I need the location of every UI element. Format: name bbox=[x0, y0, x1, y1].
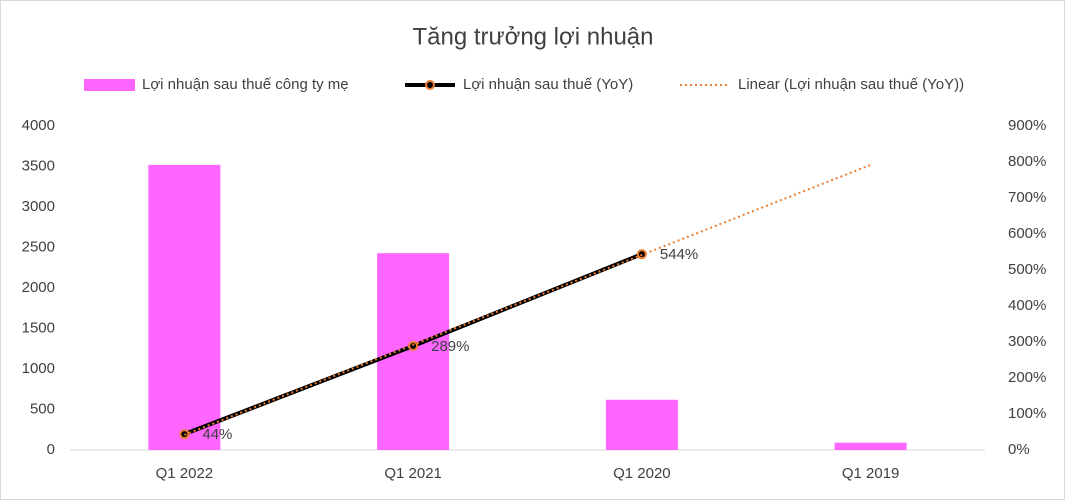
x-tick-label: Q1 2021 bbox=[384, 465, 442, 482]
y-tick-label: 2500 bbox=[22, 238, 55, 255]
y2-tick-label: 300% bbox=[1008, 333, 1046, 350]
y-tick-label: 3000 bbox=[22, 198, 55, 215]
bar bbox=[148, 164, 221, 450]
x-tick-label: Q1 2022 bbox=[156, 465, 214, 482]
y2-tick-label: 500% bbox=[1008, 261, 1046, 278]
y2-tick-label: 700% bbox=[1008, 189, 1046, 206]
y2-tick-label: 800% bbox=[1008, 153, 1046, 170]
y2-tick-label: 400% bbox=[1008, 297, 1046, 314]
bar bbox=[834, 442, 907, 450]
legend-swatch bbox=[425, 80, 435, 90]
y-tick-label: 2000 bbox=[22, 279, 55, 296]
y-tick-label: 4000 bbox=[22, 117, 55, 134]
y-tick-label: 0 bbox=[47, 441, 55, 458]
data-label: 544% bbox=[660, 246, 698, 263]
y2-tick-label: 0% bbox=[1008, 441, 1030, 458]
bar bbox=[377, 253, 450, 450]
x-tick-label: Q1 2020 bbox=[613, 465, 671, 482]
y2-tick-label: 600% bbox=[1008, 225, 1046, 242]
line-marker bbox=[408, 340, 419, 351]
y-tick-label: 1000 bbox=[22, 360, 55, 377]
y2-tick-label: 900% bbox=[1008, 117, 1046, 134]
legend-label: Lợi nhuận sau thuế công ty mẹ bbox=[142, 76, 349, 93]
legend-swatch bbox=[84, 79, 135, 91]
y-tick-label: 500 bbox=[30, 400, 55, 417]
y-tick-label: 3500 bbox=[22, 157, 55, 174]
y-tick-label: 1500 bbox=[22, 319, 55, 336]
x-tick-label: Q1 2019 bbox=[842, 465, 900, 482]
y2-tick-label: 200% bbox=[1008, 369, 1046, 386]
bar bbox=[605, 399, 678, 450]
legend-label: Lợi nhuận sau thuế (YoY) bbox=[463, 76, 633, 93]
chart-title: Tăng trưởng lợi nhuận bbox=[412, 23, 653, 50]
data-label: 289% bbox=[431, 338, 469, 355]
y2-tick-label: 100% bbox=[1008, 405, 1046, 422]
legend-label: Linear (Lợi nhuận sau thuế (YoY)) bbox=[738, 76, 964, 93]
data-label: 44% bbox=[202, 426, 232, 443]
